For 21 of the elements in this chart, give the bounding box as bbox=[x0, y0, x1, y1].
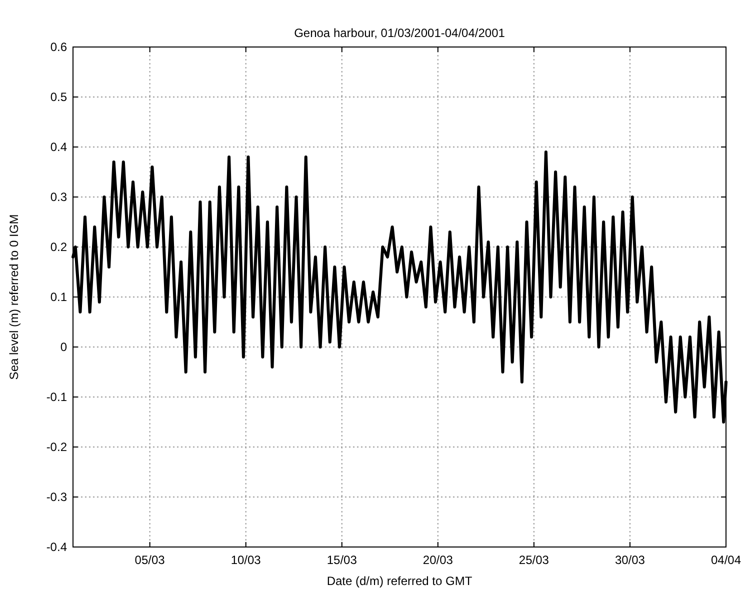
x-tick-label: 25/03 bbox=[518, 553, 550, 567]
x-tick-label: 04/04 bbox=[710, 553, 742, 567]
x-tick-label: 05/03 bbox=[134, 553, 166, 567]
x-tick-label: 10/03 bbox=[230, 553, 262, 567]
y-tick-label: -0.1 bbox=[46, 390, 68, 404]
x-axis-title: Date (d/m) referred to GMT bbox=[326, 574, 473, 588]
y-tick-label: -0.2 bbox=[46, 440, 68, 454]
y-tick-label: 0 bbox=[60, 340, 68, 354]
chart-title: Genoa harbour, 01/03/2001-04/04/2001 bbox=[294, 26, 506, 40]
x-tick-label: 30/03 bbox=[614, 553, 646, 567]
y-tick-label: 0.4 bbox=[50, 140, 68, 154]
y-tick-label: 0.5 bbox=[50, 90, 68, 104]
y-tick-label: -0.3 bbox=[46, 490, 68, 504]
y-axis-title: Sea level (m) referred to 0 IGM bbox=[7, 214, 21, 380]
x-tick-label: 20/03 bbox=[422, 553, 454, 567]
y-tick-label: 0.6 bbox=[50, 40, 68, 54]
y-tick-label: 0.1 bbox=[50, 290, 68, 304]
y-tick-label: 0.3 bbox=[50, 190, 68, 204]
y-tick-label: -0.4 bbox=[46, 540, 68, 554]
y-tick-label: 0.2 bbox=[50, 240, 68, 254]
x-tick-label: 15/03 bbox=[326, 553, 358, 567]
